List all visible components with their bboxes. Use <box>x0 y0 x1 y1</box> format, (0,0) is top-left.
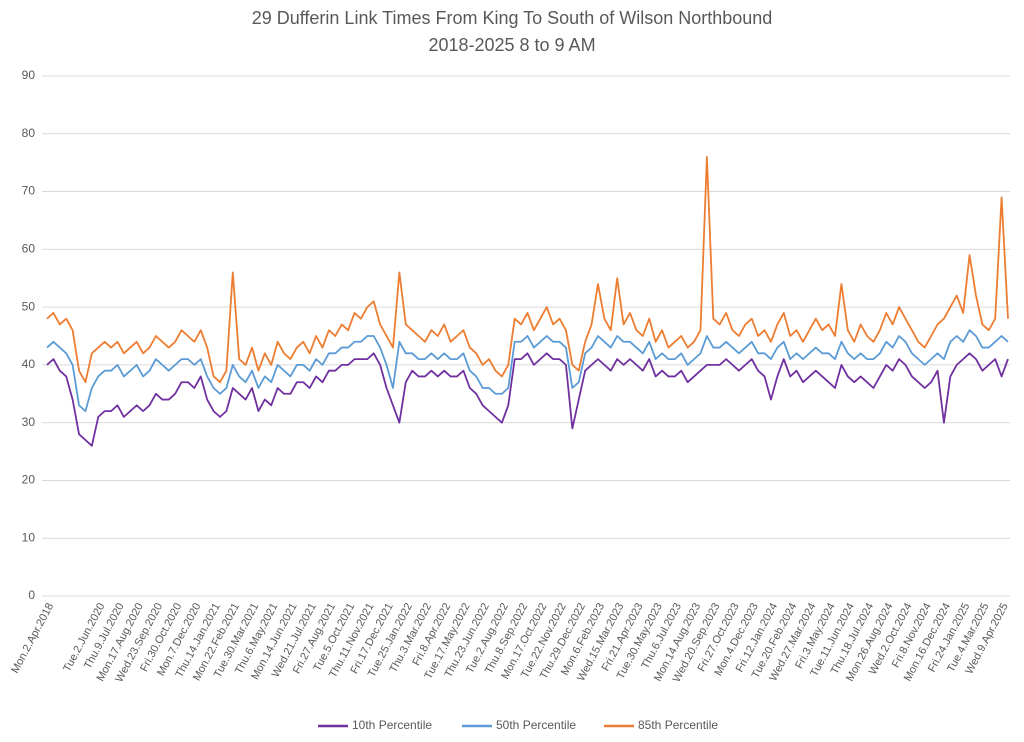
chart-subtitle: 2018-2025 8 to 9 AM <box>428 35 595 55</box>
y-tick-label: 90 <box>22 68 36 82</box>
chart-title: 29 Dufferin Link Times From King To Sout… <box>252 8 773 28</box>
x-tick-label: Mon.2.Apr.2018 <box>9 601 56 675</box>
y-tick-label: 80 <box>22 126 36 140</box>
series-line <box>46 329 1009 413</box>
y-tick-label: 70 <box>22 184 36 198</box>
legend-label: 50th Percentile <box>496 718 576 732</box>
y-tick-label: 20 <box>22 473 36 487</box>
series-line <box>46 155 1009 384</box>
series-line <box>46 352 1009 447</box>
y-tick-label: 10 <box>22 530 36 544</box>
legend-label: 10th Percentile <box>352 718 432 732</box>
legend-label: 85th Percentile <box>638 718 718 732</box>
y-tick-label: 50 <box>22 299 36 313</box>
y-tick-label: 30 <box>22 415 36 429</box>
y-tick-label: 0 <box>28 588 35 602</box>
y-tick-label: 40 <box>22 357 36 371</box>
y-tick-label: 60 <box>22 242 36 256</box>
